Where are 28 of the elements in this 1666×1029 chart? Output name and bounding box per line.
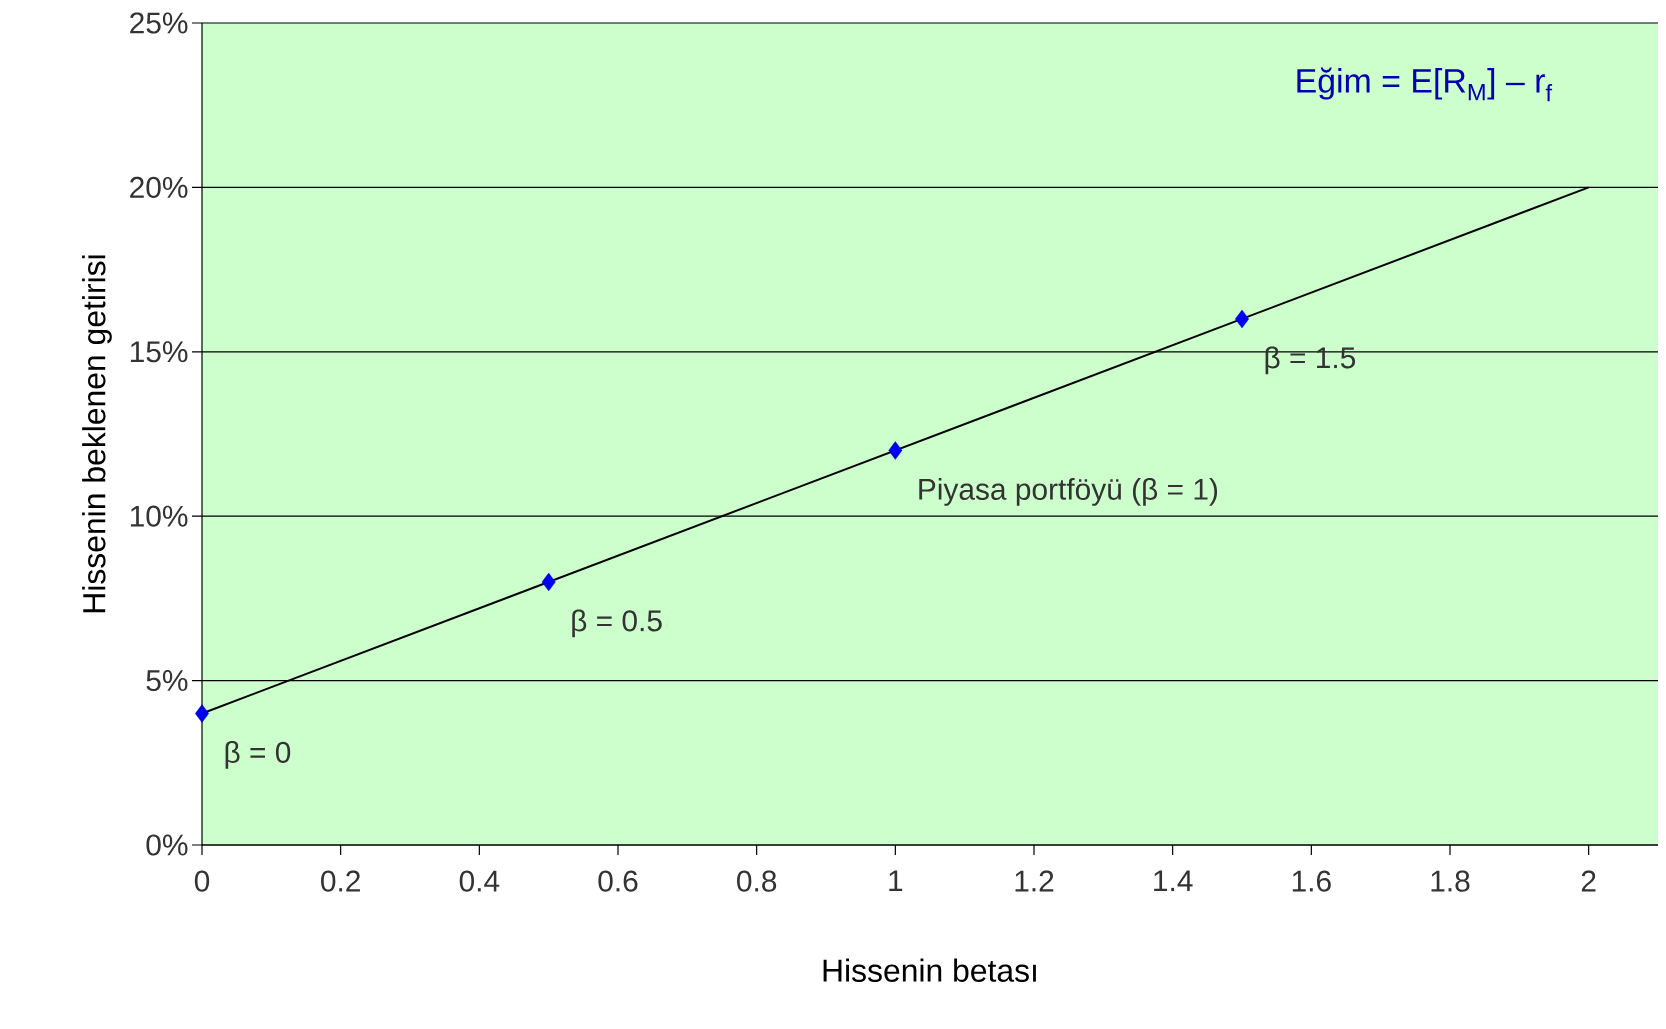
y-tick-label: 0% xyxy=(146,834,188,856)
annotation: Eğim = E[R$_{M}$] – r$_{f}$ xyxy=(1297,67,1553,102)
x-axis-title: Hissenin betası xyxy=(823,958,1036,982)
x-tick-label: 1.6 xyxy=(1292,870,1331,892)
annotation: β = 0.5 xyxy=(572,609,662,638)
y-axis-title: Hissenin beklenen getirisi xyxy=(82,255,112,613)
y-tick-label: 25% xyxy=(130,12,188,34)
x-tick-label: 1 xyxy=(889,870,903,892)
annotation: β = 1.5 xyxy=(1265,346,1356,375)
point xyxy=(1235,309,1249,329)
y-tick-label: 15% xyxy=(130,341,188,363)
x-tick-label: 1.2 xyxy=(1015,870,1054,892)
x-tick-label: 1.8 xyxy=(1431,870,1470,892)
x-tick-label: 0.4 xyxy=(459,870,500,892)
annotation: β = 0 xyxy=(225,741,291,769)
point xyxy=(541,572,556,592)
x-tick-label: 2 xyxy=(1581,870,1596,892)
x-tick-label: 0 xyxy=(194,870,210,892)
y-tick-label: 10% xyxy=(130,505,188,527)
y-tick-label: 5% xyxy=(146,670,188,692)
point xyxy=(888,441,903,460)
x-tick-label: 1.4 xyxy=(1154,870,1193,892)
x-tick-label: 0.6 xyxy=(598,870,638,892)
annotation: Piyasa portföyü (β = 1) xyxy=(919,477,1218,506)
x-tick-label: 0.8 xyxy=(737,870,777,892)
x-tick-label: 0.2 xyxy=(321,870,360,892)
y-tick-label: 20% xyxy=(130,176,188,198)
point xyxy=(195,704,209,723)
